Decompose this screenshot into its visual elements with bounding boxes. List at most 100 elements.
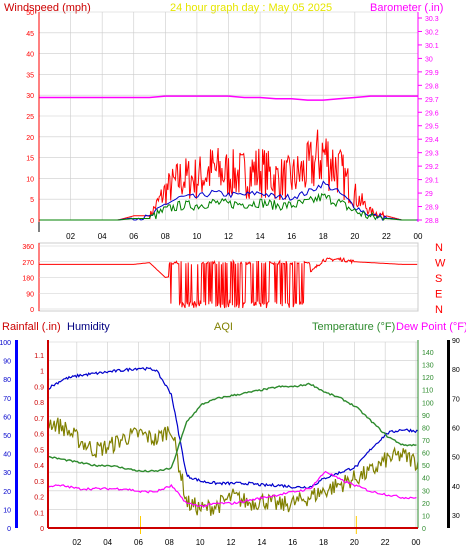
dewpoint-tick-label: 90: [452, 338, 460, 345]
humidity-series-line: [47, 366, 419, 490]
barometer-tick-label: 29.7: [425, 97, 439, 104]
barometer-tick-label: 29.8: [425, 83, 439, 90]
top-x-tick-label: 16: [287, 232, 296, 241]
bottom-x-tick-label: 20: [350, 538, 359, 547]
temperature-tick-label: 140: [422, 350, 434, 357]
barometer-tick-label: 29.9: [425, 70, 439, 77]
bottom-x-tick-label: 10: [196, 538, 205, 547]
temperature-tick-label: 80: [422, 425, 430, 432]
rainfall-tick-label: 1: [40, 369, 44, 376]
bottom-x-tick-label: 14: [257, 538, 266, 547]
aqi-series-line: [47, 417, 419, 516]
bottom-x-tick-label: 12: [227, 538, 236, 547]
barometer-series-line: [39, 95, 418, 101]
top-x-tick-label: 06: [129, 232, 138, 241]
dewpoint-tick-label: 70: [452, 396, 460, 403]
humidity-tick-label: 60: [3, 414, 11, 421]
humidity-tick-label: 10: [3, 507, 11, 514]
dewpoint-series-line: [47, 470, 417, 508]
dewpoint-tick-label: 30: [452, 513, 460, 520]
bottom-x-tick-label: 02: [72, 538, 81, 547]
direction-tick-label: 0: [30, 307, 34, 314]
compass-label: E: [435, 289, 442, 301]
humidity-axis-label: Humidity: [67, 321, 110, 333]
bottom-x-tick-label: 18: [319, 538, 328, 547]
top-x-tick-label: 18: [319, 232, 328, 241]
direction-tick-label: 180: [22, 276, 34, 283]
barometer-axis-label: Barometer (.in): [370, 2, 443, 14]
rainfall-tick-label: 0.7: [34, 416, 44, 423]
humidity-tick-label: 80: [3, 377, 11, 384]
windspeed-tick-label: 5: [30, 197, 34, 204]
humidity-tick-label: 0: [7, 526, 11, 533]
windspeed-axis-label: Windspeed (mph): [4, 2, 91, 14]
rainfall-tick-label: 0.2: [34, 495, 44, 502]
bottom-x-tick-label: 04: [103, 538, 112, 547]
windspeed-tick-label: 30: [26, 93, 34, 100]
humidity-tick-label: 90: [3, 359, 11, 366]
barometer-tick-label: 29.2: [425, 164, 439, 171]
wind-direction-line: [39, 256, 418, 309]
temperature-tick-label: 40: [422, 476, 430, 483]
temperature-tick-label: 100: [422, 400, 434, 407]
rainfall-tick-label: 0.3: [34, 479, 44, 486]
bottom-x-tick-label: 00: [412, 538, 421, 547]
bottom-x-tick-label: 08: [165, 538, 174, 547]
rainfall-tick-label: 0.1: [34, 510, 44, 517]
barometer-tick-label: 29.1: [425, 178, 439, 185]
dewpoint-tick-label: 80: [452, 367, 460, 374]
windspeed-tick-label: 10: [26, 176, 34, 183]
windspeed-tick-label: 15: [26, 156, 34, 163]
top-x-tick-label: 12: [224, 232, 233, 241]
barometer-tick-label: 30: [425, 56, 433, 63]
rainfall-bar-axis: [15, 340, 18, 528]
barometer-tick-label: 30.3: [425, 16, 439, 23]
top-x-tick-label: 10: [192, 232, 201, 241]
humidity-tick-label: 100: [0, 340, 11, 347]
rainfall-tick-label: 0.9: [34, 384, 44, 391]
temperature-tick-label: 60: [422, 451, 430, 458]
temperature-tick-label: 90: [422, 413, 430, 420]
windspeed-tick-label: 20: [26, 135, 34, 142]
windspeed-tick-label: 50: [26, 10, 34, 17]
temperature-tick-label: 70: [422, 438, 430, 445]
temperature-series-line: [47, 382, 417, 473]
compass-label: N: [435, 304, 443, 316]
direction-tick-label: 360: [22, 244, 34, 251]
humidity-tick-label: 30: [3, 470, 11, 477]
top-x-tick-label: 14: [256, 232, 265, 241]
barometer-tick-label: 30.2: [425, 29, 439, 36]
dewpoint-tick-label: 60: [452, 426, 460, 433]
wind-low-line: [39, 192, 417, 221]
rainfall-tick-label: 0.5: [34, 447, 44, 454]
barometer-tick-label: 30.1: [425, 43, 439, 50]
temperature-tick-label: 120: [422, 375, 434, 382]
direction-tick-label: 270: [22, 260, 34, 267]
barometer-tick-label: 29.6: [425, 110, 439, 117]
barometer-tick-label: 29: [425, 191, 433, 198]
temperature-tick-label: 10: [422, 513, 430, 520]
aqi-axis-label: AQI: [214, 321, 233, 333]
direction-plot-frame: [38, 242, 419, 312]
bottom-x-tick-label: 06: [134, 538, 143, 547]
windspeed-tick-label: 25: [26, 114, 34, 121]
temperature-tick-label: 110: [422, 388, 433, 395]
temperature-tick-label: 30: [422, 488, 430, 495]
humidity-tick-label: 70: [3, 396, 11, 403]
dewpoint-tick-label: 40: [452, 484, 460, 491]
rainfall-tick-label: 0: [40, 526, 44, 533]
barometer-tick-label: 29.4: [425, 137, 439, 144]
top-x-tick-label: 04: [98, 232, 107, 241]
barometer-tick-label: 28.9: [425, 205, 439, 212]
humidity-tick-label: 40: [3, 452, 11, 459]
humidity-tick-label: 20: [3, 489, 11, 496]
temperature-tick-label: 130: [422, 363, 434, 370]
wind-barometer-panel: Windspeed (mph) 24 hour graph day : May …: [4, 2, 443, 241]
temperature-tick-label: 20: [422, 501, 430, 508]
direction-tick-label: 90: [26, 291, 34, 298]
chart-title: 24 hour graph day : May 05 2025: [170, 2, 332, 14]
bottom-x-tick-label: 22: [381, 538, 390, 547]
windspeed-tick-label: 0: [30, 218, 34, 225]
top-x-tick-label: 08: [161, 232, 170, 241]
